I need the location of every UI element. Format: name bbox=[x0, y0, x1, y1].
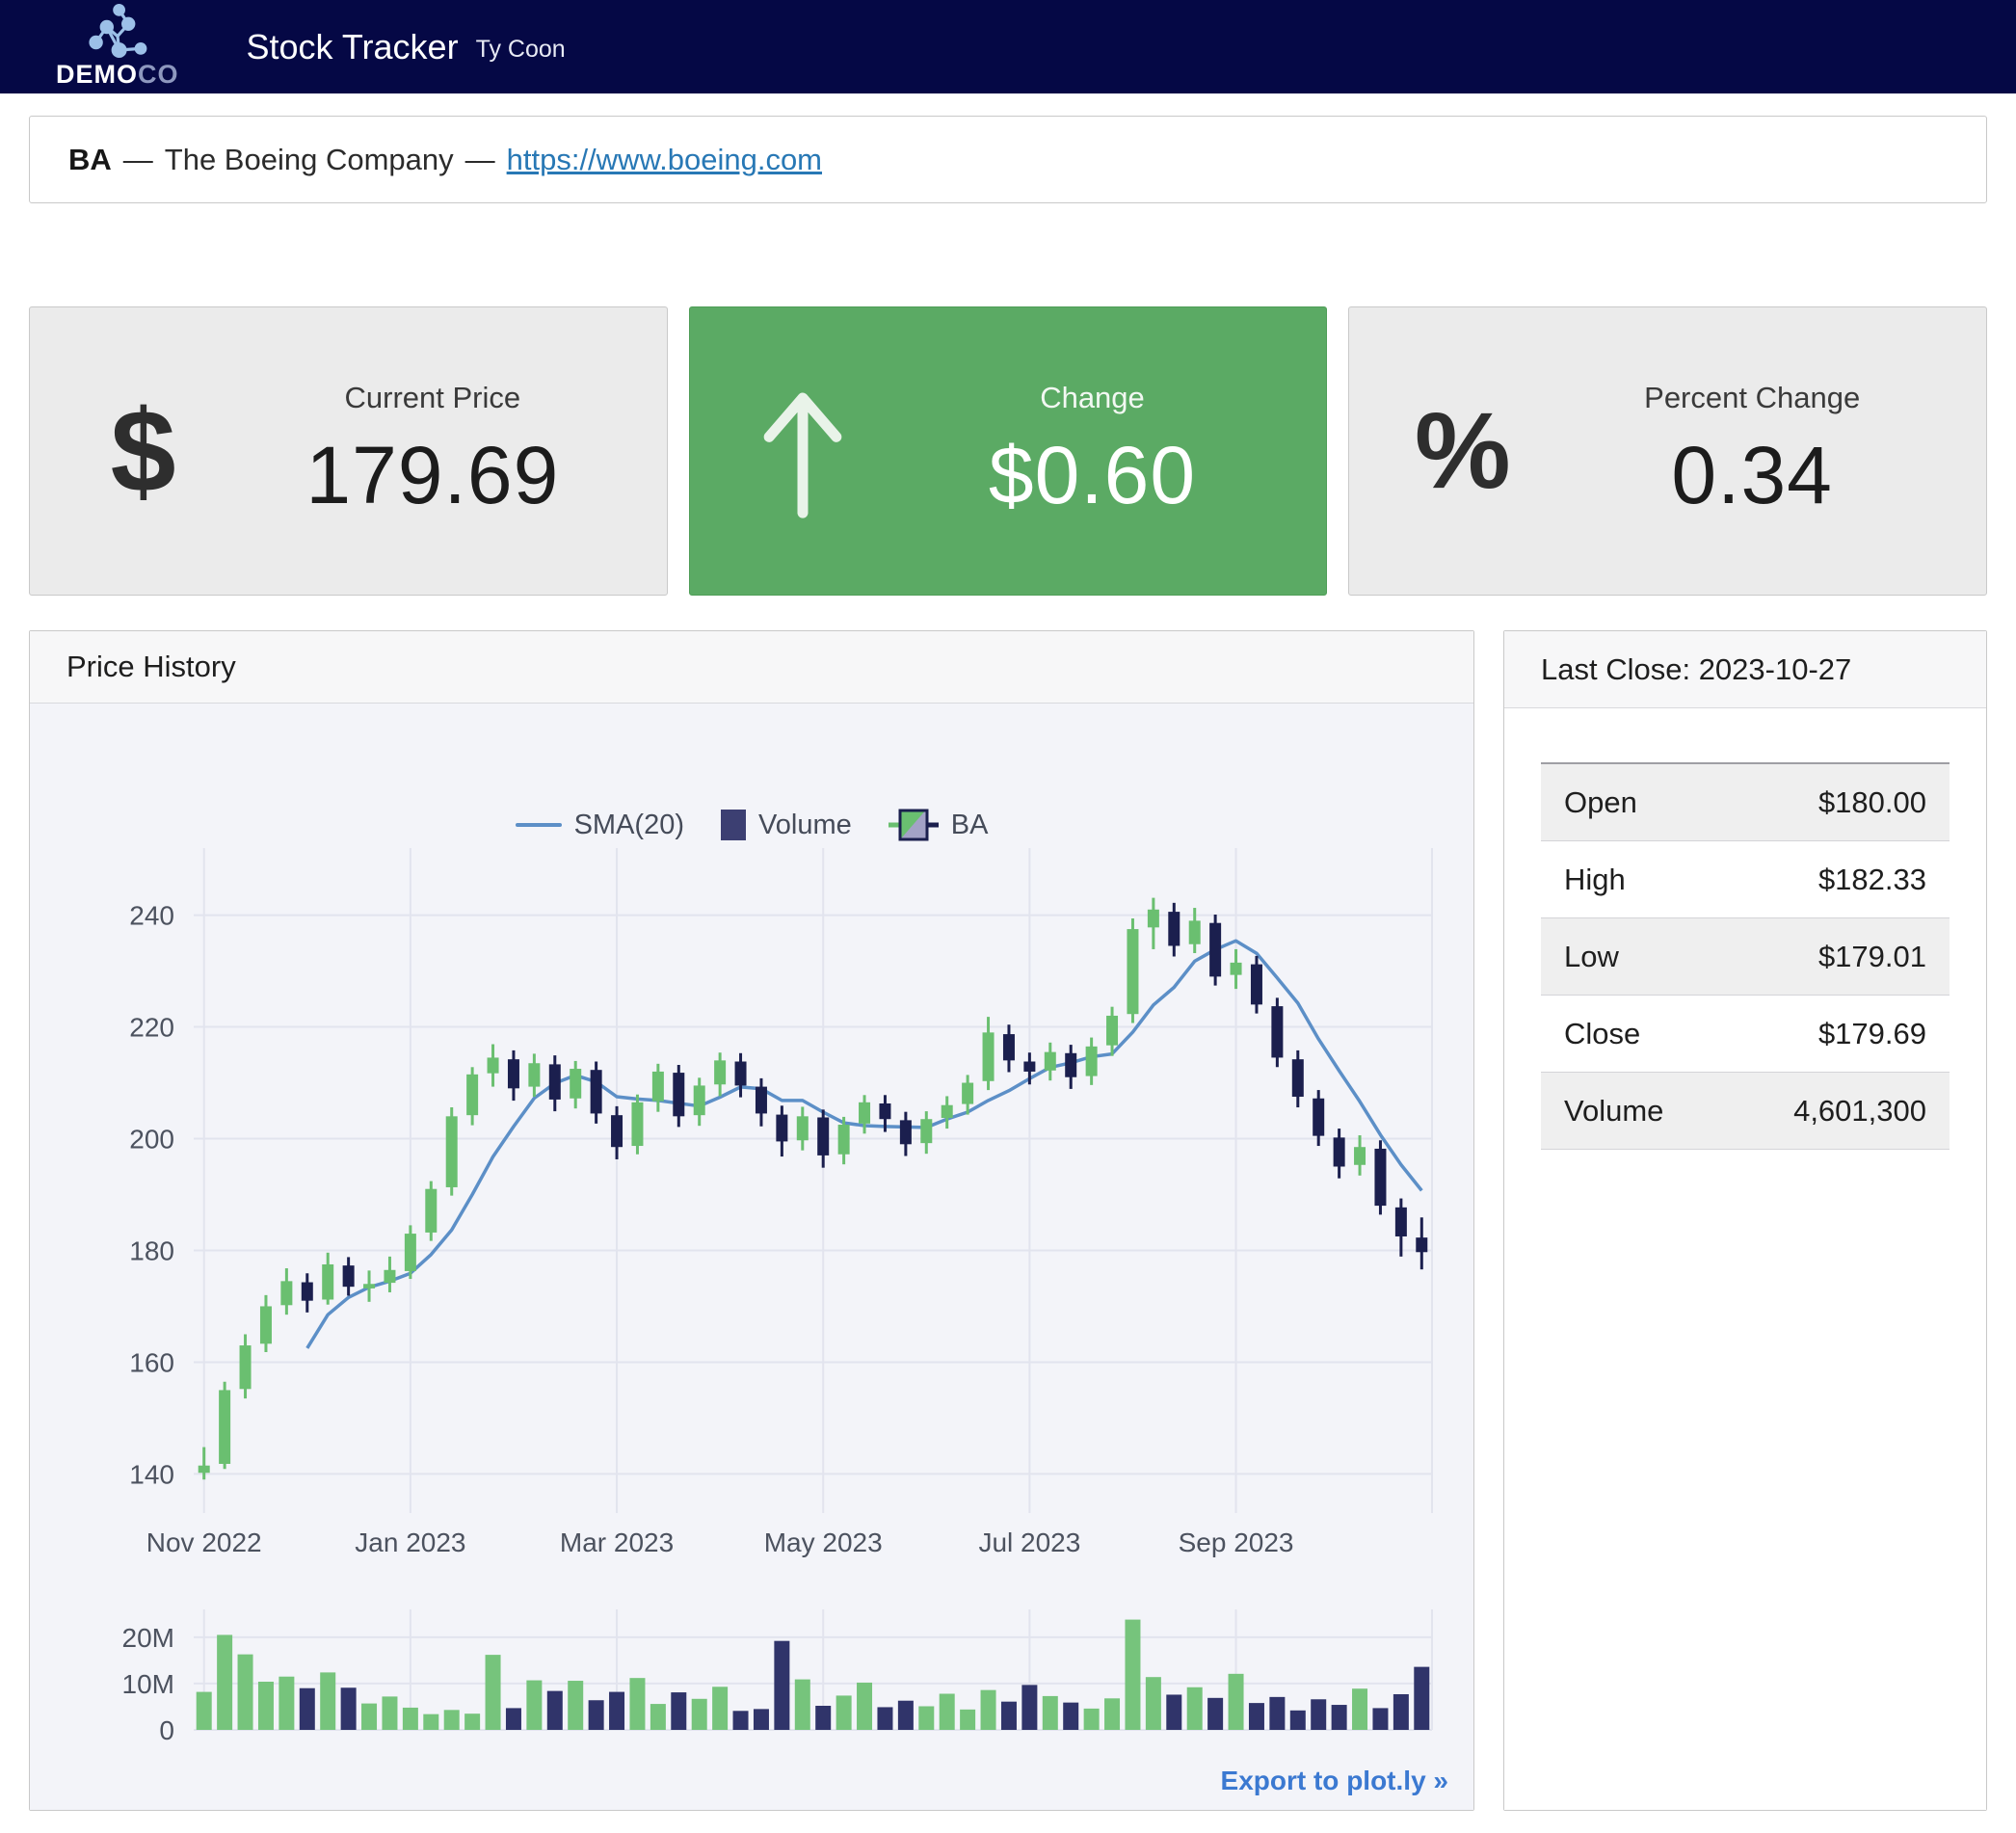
current-price-label: Current Price bbox=[344, 380, 521, 414]
row-label: Open bbox=[1564, 784, 1637, 819]
volume-swatch bbox=[721, 810, 746, 840]
svg-text:May 2023: May 2023 bbox=[764, 1528, 883, 1557]
row-label: High bbox=[1564, 862, 1626, 896]
table-row: High $182.33 bbox=[1541, 841, 1950, 918]
row-label: Close bbox=[1564, 1016, 1641, 1050]
svg-text:220: 220 bbox=[129, 1013, 174, 1043]
app-header: DEMOCO Stock Tracker Ty Coon bbox=[0, 0, 2016, 93]
main-content: BA — The Boeing Company — https://www.bo… bbox=[0, 116, 2016, 1811]
logo-primary: DEMO bbox=[56, 60, 138, 89]
dollar-icon: $ bbox=[110, 385, 176, 517]
last-close-panel: Last Close: 2023-10-27 Open $180.00 High $1… bbox=[1503, 630, 1987, 1811]
percent-icon: % bbox=[1415, 390, 1511, 511]
percent-change-card: % Percent Change 0.34 bbox=[1348, 306, 1987, 596]
company-name: The Boeing Company bbox=[164, 142, 454, 176]
candlestick-chart-svg: 140 160 180 200 220 240 Nov 2022 Jan 2023 Mar 20… bbox=[122, 848, 1433, 1745]
svg-text:140: 140 bbox=[129, 1459, 174, 1489]
svg-text:Nov 2022: Nov 2022 bbox=[146, 1528, 262, 1557]
legend-sma-label: SMA(20) bbox=[573, 809, 684, 840]
page-subtitle: Ty Coon bbox=[475, 36, 566, 63]
svg-text:Sep 2023: Sep 2023 bbox=[1179, 1528, 1294, 1557]
change-label: Change bbox=[1040, 380, 1145, 414]
price-history-chart: 140 160 180 200 220 240 Nov 2022 Jan 2023 Mar 20… bbox=[30, 704, 1473, 1810]
company-logo: DEMOCO bbox=[56, 4, 179, 90]
dashboard-panels: Price History 140 160 180 200 220 240 Nov 2022… bbox=[29, 630, 1987, 1811]
last-close-header: Last Close: 2023-10-27 bbox=[1504, 631, 1986, 708]
company-website-link[interactable]: https://www.boeing.com bbox=[506, 142, 823, 176]
ohlcv-table: Open $180.00 High $182.33 Low $179.01 Close $17… bbox=[1541, 762, 1950, 1150]
table-row: Close $179.69 bbox=[1541, 996, 1950, 1073]
svg-text:160: 160 bbox=[129, 1347, 174, 1377]
logo-wordmark: DEMOCO bbox=[56, 60, 179, 90]
svg-text:Jul 2023: Jul 2023 bbox=[978, 1528, 1080, 1557]
current-price-value: 179.69 bbox=[305, 429, 560, 520]
svg-text:Jan 2023: Jan 2023 bbox=[355, 1528, 465, 1557]
arrow-up-icon bbox=[690, 380, 916, 522]
current-price-card: $ Current Price 179.69 bbox=[29, 306, 668, 596]
percent-change-value: 0.34 bbox=[1671, 429, 1833, 520]
row-value: $182.33 bbox=[1817, 862, 1926, 896]
ticker-symbol: BA bbox=[68, 142, 112, 176]
svg-text:240: 240 bbox=[129, 901, 174, 931]
svg-text:20M: 20M bbox=[122, 1623, 174, 1653]
svg-text:0: 0 bbox=[159, 1715, 174, 1745]
legend-item-volume: Volume bbox=[721, 810, 852, 841]
table-row: Volume 4,601,300 bbox=[1541, 1073, 1950, 1150]
svg-text:200: 200 bbox=[129, 1125, 174, 1155]
legend-item-ba: BA bbox=[888, 806, 989, 844]
row-value: 4,601,300 bbox=[1793, 1093, 1926, 1128]
price-history-header: Price History bbox=[30, 631, 1473, 704]
legend-volume-label: Volume bbox=[758, 809, 852, 840]
row-value: $179.01 bbox=[1817, 939, 1926, 973]
table-row: Open $180.00 bbox=[1541, 764, 1950, 841]
percent-change-label: Percent Change bbox=[1644, 380, 1861, 414]
chart-legend: SMA(20) Volume BA bbox=[30, 806, 1473, 844]
page-title: Stock Tracker bbox=[246, 26, 459, 66]
change-value: $0.60 bbox=[988, 429, 1197, 520]
candlestick-swatch bbox=[888, 809, 939, 841]
svg-text:10M: 10M bbox=[122, 1669, 174, 1699]
stat-cards: $ Current Price 179.69 Change $0.60 bbox=[29, 306, 1987, 596]
separator-dash: — bbox=[122, 142, 153, 176]
table-row: Low $179.01 bbox=[1541, 918, 1950, 996]
legend-item-sma: SMA(20) bbox=[515, 809, 684, 841]
row-value: $179.69 bbox=[1817, 1016, 1926, 1050]
export-plotly-link[interactable]: Export to plot.ly » bbox=[1220, 1766, 1448, 1795]
price-history-panel: Price History 140 160 180 200 220 240 Nov 2022… bbox=[29, 630, 1474, 1811]
legend-ba-label: BA bbox=[950, 809, 989, 840]
sma-line-swatch bbox=[515, 823, 562, 827]
logo-secondary: CO bbox=[138, 60, 179, 89]
svg-text:Mar 2023: Mar 2023 bbox=[560, 1528, 674, 1557]
svg-text:180: 180 bbox=[129, 1235, 174, 1265]
row-value: $180.00 bbox=[1817, 784, 1926, 819]
change-card: Change $0.60 bbox=[688, 306, 1328, 596]
row-label: Volume bbox=[1564, 1093, 1664, 1128]
separator-dash: — bbox=[464, 142, 495, 176]
row-label: Low bbox=[1564, 939, 1619, 973]
molecule-icon bbox=[89, 4, 147, 58]
company-info-bar: BA — The Boeing Company — https://www.bo… bbox=[29, 116, 1987, 203]
